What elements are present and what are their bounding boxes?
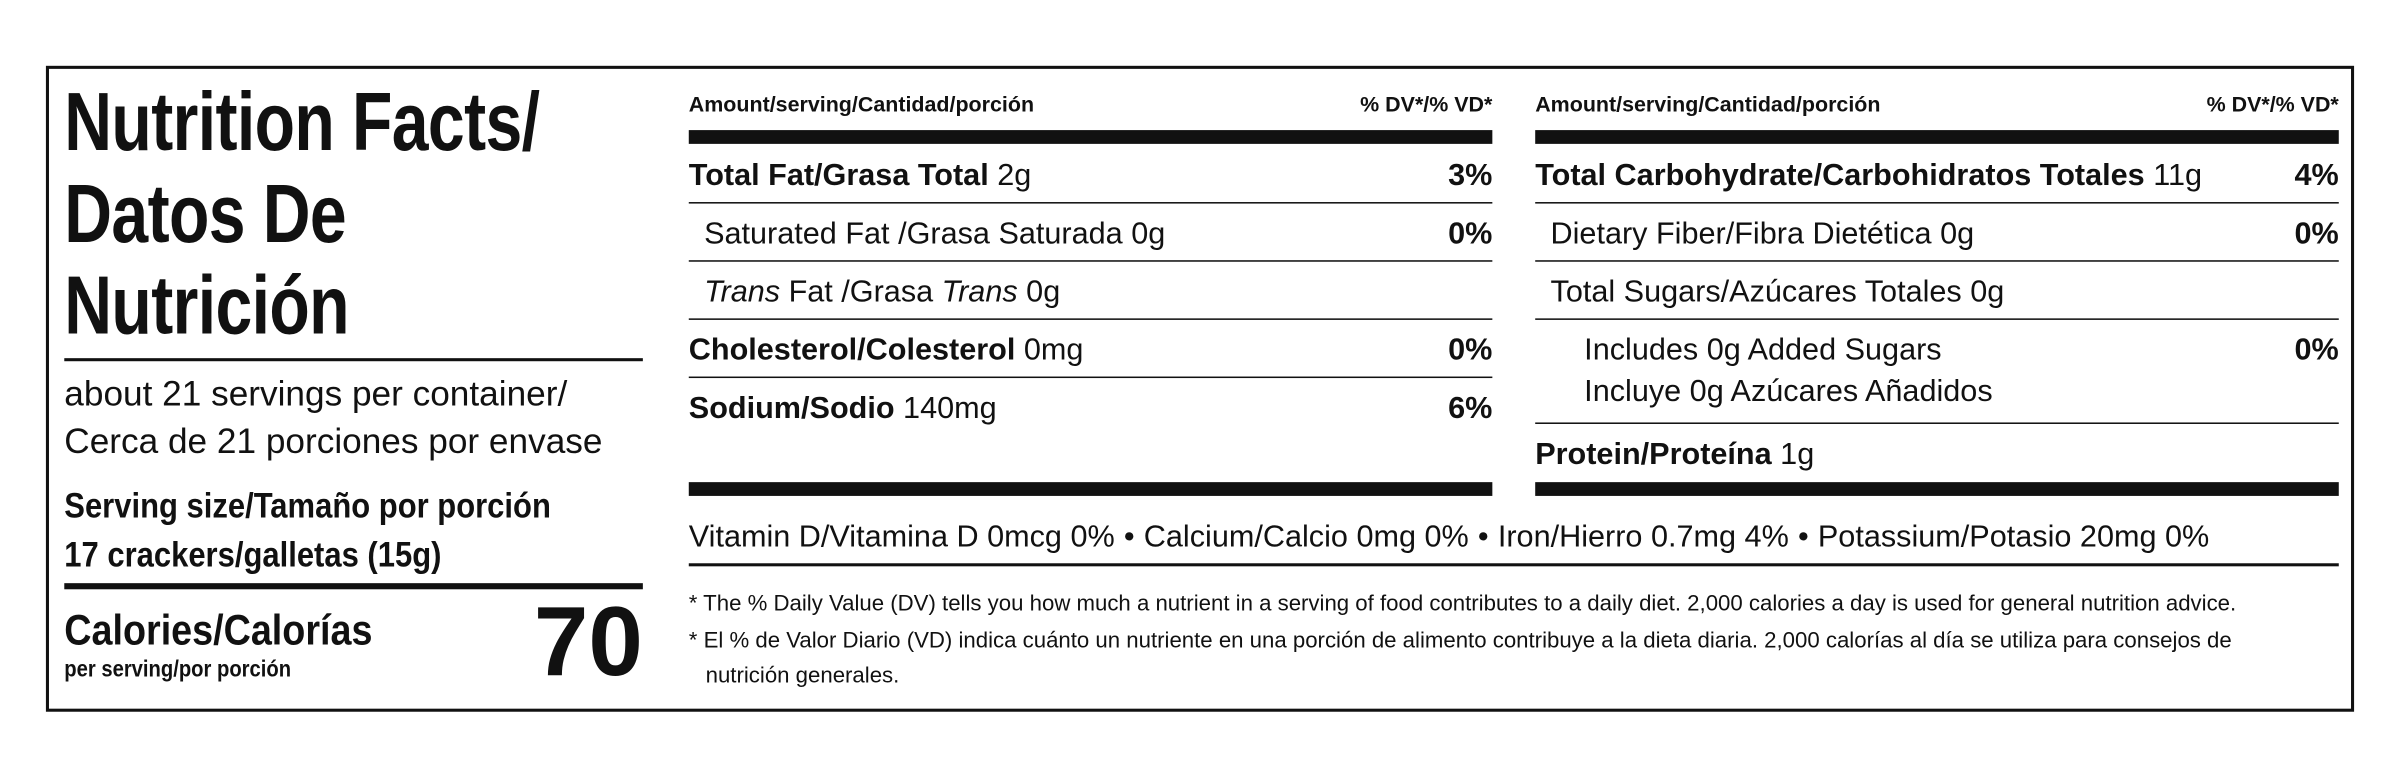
nutrient: Trans Fat /Grasa Trans 0g: [689, 272, 1060, 313]
dv-header: % DV*/% VD*: [2206, 91, 2339, 117]
title-line: Datos De: [64, 168, 346, 261]
nutrient-row: Protein/Proteína 1g: [1535, 424, 2339, 481]
divider: [688, 563, 2339, 566]
title: Nutrition Facts/ Datos De Nutrición: [64, 76, 540, 353]
nutrient-line: Incluye 0g Azúcares Añadidos: [1584, 374, 1993, 409]
nutrient: Sodium/Sodio 140mg: [689, 389, 997, 430]
nutrient-name: Sodium/Sodio: [688, 391, 895, 426]
nutrient-name: Total Fat/Grasa Total: [688, 159, 989, 193]
amount: 11g: [2153, 159, 2203, 193]
nutrient-name: Protein/Proteína: [1535, 437, 1772, 472]
amount: 0g: [1131, 217, 1166, 252]
nutrient-row: Cholesterol/Colesterol 0mg 0%: [688, 320, 1493, 379]
footnote: * The % Daily Value (DV) tells you how m…: [688, 592, 2237, 617]
nutrient: Total Carbohydrate/Carbohidratos Totales…: [1535, 156, 2202, 197]
nutrient-name: Cholesterol/Colesterol: [688, 333, 1016, 368]
nutrient-name: Trans: [941, 275, 1018, 310]
nutrient-name: Fat /Grasa: [780, 275, 942, 310]
serving-size-label: Serving size/Tamaño por porción: [64, 485, 551, 525]
calories-sub-text: per serving/por porción: [64, 656, 292, 683]
thick-rule: [1535, 130, 2339, 144]
nutrient: Protein/Proteína 1g: [1535, 435, 1814, 476]
calories-label: Calories/Calorías: [64, 606, 414, 655]
divider: [64, 583, 643, 590]
bullet: •: [1797, 520, 1809, 555]
nutrient: Cholesterol/Colesterol 0mg: [689, 331, 1084, 372]
vitamin: Vitamin D/Vitamina D 0mcg 0%: [688, 520, 1115, 555]
nutrient-row: Total Sugars/Azúcares Totales 0g: [1535, 262, 2339, 320]
nutrient-row: Total Fat/Grasa Total 2g 3%: [688, 145, 1493, 204]
amount-header: Amount/serving/Cantidad/porción: [1535, 91, 1881, 117]
nutrient: Dietary Fiber/Fibra Dietética 0g: [1535, 214, 1975, 255]
thick-rule: [688, 130, 1493, 144]
servings-line: about 21 servings per container/: [64, 373, 568, 414]
daily-value: 6%: [1448, 391, 1493, 426]
daily-value: 4%: [2294, 159, 2339, 193]
nutrient-row: Trans Fat /Grasa Trans 0g: [688, 262, 1493, 320]
vitamin: Calcium/Calcio 0mg 0%: [1143, 520, 1469, 555]
nutrient-name: Dietary Fiber/Fibra Dietética: [1550, 217, 1932, 252]
nutrient-line: Includes 0g Added Sugars: [1584, 333, 1942, 368]
daily-value: 0%: [1448, 217, 1493, 252]
nutrient: Includes 0g Added Sugars Incluye 0g Azúca…: [1535, 331, 1992, 414]
amount: 140mg: [903, 391, 997, 426]
amount: 0mg: [1023, 333, 1084, 368]
amount: 2g: [997, 159, 1032, 193]
daily-value: 3%: [1448, 159, 1493, 193]
serving-size-value: 17 crackers/galletas (15g): [64, 534, 442, 574]
nutrient-row: Total Carbohydrate/Carbohidratos Totales…: [1535, 145, 2339, 204]
serving-size: Serving size/Tamaño por porción 17 crack…: [64, 481, 617, 579]
title-line: Nutrition Facts/: [64, 76, 540, 169]
nutrient-name: Saturated Fat /Grasa Saturada: [704, 217, 1123, 252]
calories-value: 70: [533, 586, 643, 697]
calories-label-text: Calories/Calorías: [64, 606, 373, 654]
daily-value: 0%: [2294, 333, 2339, 368]
nutrient-name: Trans: [704, 275, 781, 310]
nutrient-row: Includes 0g Added Sugars Incluye 0g Azúca…: [1535, 320, 2339, 424]
nutrient-name: Total Sugars/Azúcares Totales: [1550, 275, 1962, 310]
nutrient-row: Sodium/Sodio 140mg 6%: [689, 378, 1493, 436]
amount: 0g: [1940, 217, 1975, 252]
nutrient: Total Fat/Grasa Total 2g: [689, 156, 1032, 197]
dv-header: % DV*/% VD*: [1360, 91, 1493, 117]
title-line: Nutrición: [64, 260, 349, 353]
amount-header: Amount/serving/Cantidad/porción: [688, 91, 1035, 117]
vitamin: Iron/Hierro 0.7mg 4%: [1497, 520, 1789, 555]
amount: 1g: [1780, 437, 1815, 472]
thick-rule: [1535, 482, 2339, 496]
footnote: * El % de Valor Diario (VD) indica cuánt…: [688, 629, 2232, 654]
daily-value: 0%: [2294, 217, 2339, 252]
label-border: [45, 65, 2355, 712]
calories-sub: per serving/por porción: [64, 657, 322, 683]
nutrient-row: Saturated Fat /Grasa Saturada 0g 0%: [688, 204, 1493, 262]
bullet: •: [1477, 520, 1489, 555]
thick-rule: [688, 482, 1493, 496]
amount: 0g: [1970, 275, 2005, 310]
nutrient-row: Dietary Fiber/Fibra Dietética 0g 0%: [1535, 204, 2339, 262]
servings: about 21 servings per container/ Cerca d…: [64, 370, 602, 465]
footnote: nutrición generales.: [705, 664, 900, 689]
vitamin: Potassium/Potasio 20mg 0%: [1817, 520, 2210, 555]
servings-line: Cerca de 21 porciones por envase: [64, 420, 603, 461]
vitamins: Vitamin D/Vitamina D 0mcg 0% • Calcium/Cal…: [689, 520, 2209, 555]
divider: [64, 358, 643, 361]
nutrient-name: Total Carbohydrate/Carbohidratos Totales: [1535, 159, 2145, 193]
bullet: •: [1123, 520, 1135, 555]
amount: 0g: [1026, 275, 1061, 310]
daily-value: 0%: [1448, 333, 1493, 368]
nutrient: Total Sugars/Azúcares Totales 0g: [1535, 272, 2005, 313]
nutrient: Saturated Fat /Grasa Saturada 0g: [689, 214, 1165, 255]
